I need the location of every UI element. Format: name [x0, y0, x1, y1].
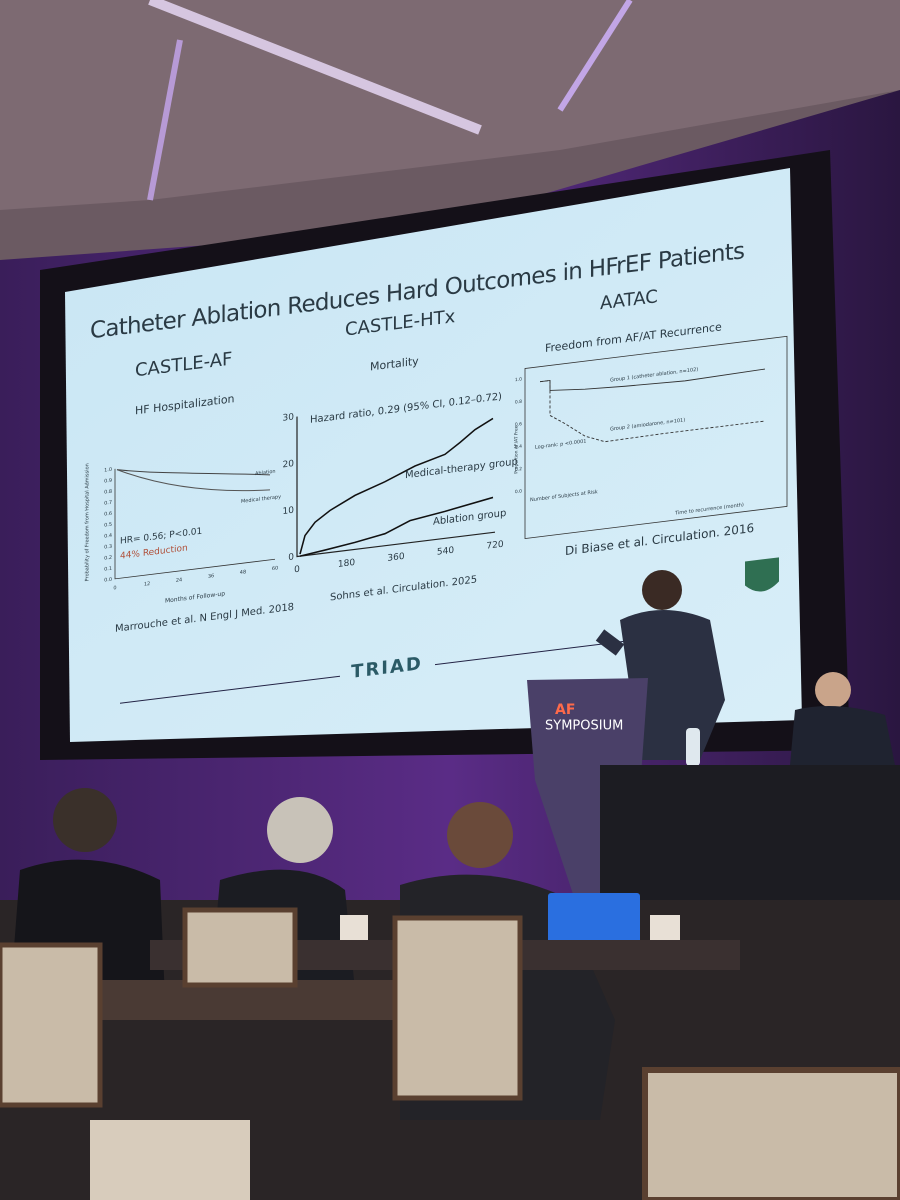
chair: [0, 942, 103, 1108]
tick-group: 0 10 20 30 0 180 360 540 720: [283, 412, 504, 576]
speaker-arm: [595, 629, 625, 656]
y-tick-label: 0.3: [104, 544, 112, 551]
chair-seat: [90, 1120, 250, 1200]
speaker-head: [642, 570, 682, 610]
y-tick-label: 0.4: [104, 533, 112, 540]
footer-rule: [120, 675, 340, 704]
y-tick-label: 30: [283, 412, 295, 423]
x-tick-label: 720: [486, 540, 503, 552]
y-tick-label: 0: [288, 552, 294, 563]
x-tick-label: 12: [144, 581, 150, 588]
speaker-body: [620, 610, 725, 760]
projection-screen: [65, 168, 802, 742]
audience-head: [53, 788, 117, 852]
chair: [392, 915, 523, 1101]
y-tick-label: 0.2: [515, 466, 522, 473]
x-tick-label: 36: [208, 573, 214, 580]
y-tick-label: 0.8: [104, 489, 112, 496]
panelist-body: [790, 706, 895, 765]
y-tick-label: 0.0: [104, 577, 112, 584]
x-tick-label: 360: [387, 552, 404, 564]
series-label: Ablation: [255, 469, 276, 478]
x-tick-label: 180: [338, 558, 355, 570]
panelist-head: [815, 672, 851, 708]
x-tick-label: 48: [240, 569, 246, 576]
laptop: [548, 893, 640, 948]
curve: [299, 417, 494, 555]
audience-head: [447, 802, 513, 868]
y-tick-label: 0.2: [104, 555, 112, 562]
y-tick-label: 0.5: [104, 522, 112, 529]
y-axis-label: Probability of Freedom from Hospital Adm…: [85, 463, 91, 582]
chair: [182, 907, 298, 988]
chair: [642, 1067, 900, 1200]
curve: [299, 496, 494, 557]
axis: [296, 416, 495, 558]
x-tick-label: 24: [176, 577, 182, 584]
x-tick-label: 540: [437, 546, 454, 558]
panel-subtitle: Mortality: [370, 355, 419, 374]
ceiling-beam: [148, 0, 482, 135]
y-tick-label: 1.0: [104, 467, 112, 474]
x-tick-label: 0: [113, 585, 116, 591]
y-tick-label: 0.0: [515, 488, 522, 495]
x-tick-label: 0: [294, 565, 300, 576]
y-tick-label: 0.4: [515, 444, 522, 451]
ceiling-beam: [147, 39, 183, 201]
curve: [116, 469, 271, 492]
podium-text: AF: [555, 702, 575, 718]
audience-head: [267, 797, 333, 863]
x-tick-label: 60: [272, 565, 278, 572]
curve: [116, 469, 271, 476]
axis: [114, 468, 275, 580]
y-tick-label: 20: [283, 459, 295, 470]
ceiling-panel: [0, 0, 900, 210]
y-tick-label: 10: [283, 506, 295, 517]
tick-group: 0.0 0.2 0.4 0.6 0.8 1.0: [515, 376, 522, 495]
plot-frame: [524, 335, 788, 539]
y-tick-label: 0.1: [104, 566, 112, 573]
y-axis-label: Proportion AF/AT Free: [514, 425, 520, 474]
y-tick-label: 0.6: [104, 511, 112, 518]
panel-table: [600, 765, 900, 910]
y-tick-label: 0.8: [515, 399, 522, 406]
water-bottle: [686, 728, 700, 766]
university-shield: [745, 557, 779, 592]
y-tick-label: 0.9: [104, 478, 112, 485]
series-label: Medical therapy: [241, 494, 281, 505]
tick-group: 0.0 0.1 0.2 0.3 0.4 0.5 0.6 0.7 0.8 0.9 1.0 0 12 24 36…: [104, 467, 278, 592]
ceiling-beam: [557, 0, 633, 112]
y-tick-label: 0.7: [104, 500, 112, 507]
y-tick-label: 0.6: [515, 421, 522, 428]
y-tick-label: 1.0: [515, 376, 522, 383]
podium-text: SYMPOSIUM: [545, 719, 623, 734]
curve: [540, 379, 765, 443]
